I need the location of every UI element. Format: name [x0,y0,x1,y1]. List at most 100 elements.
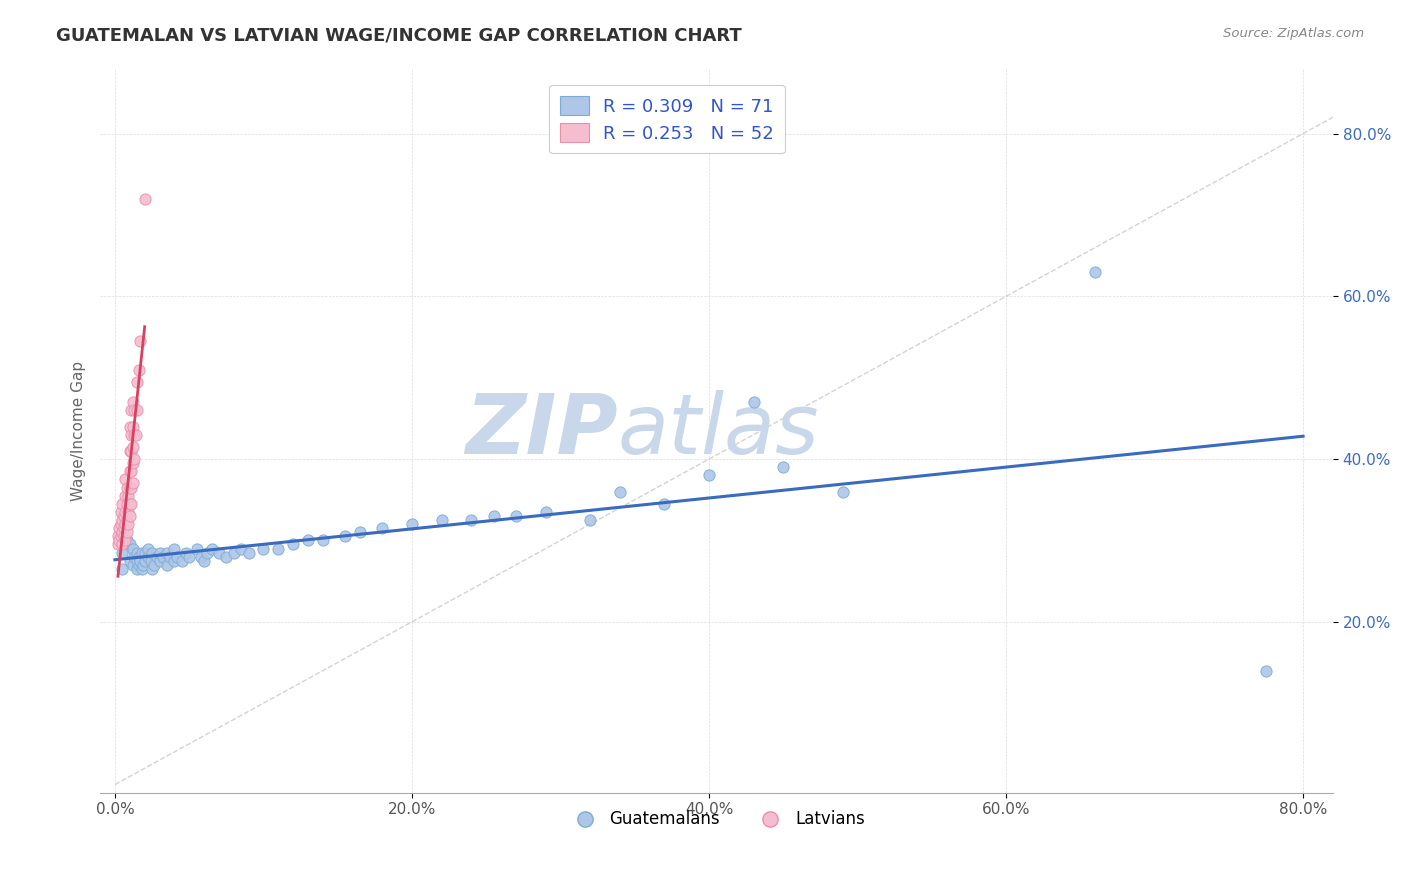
Point [124,549,146,564]
Point [111,525,134,540]
Point [124,403,146,417]
Point [111,562,134,576]
Point [118,537,141,551]
Point [128,549,150,564]
Point [772,460,794,475]
Point [118,419,141,434]
Point [534,505,557,519]
Point [654,497,676,511]
Point [128,558,150,572]
Point [110,529,132,543]
Point [127,375,149,389]
Point [1084,265,1107,279]
Text: ZIP: ZIP [465,390,617,471]
Point [117,517,139,532]
Y-axis label: Wage/Income Gap: Wage/Income Gap [72,360,86,500]
Point [134,192,156,206]
Point [170,554,193,568]
Point [1254,664,1277,678]
Point [152,549,174,564]
Point [195,546,218,560]
Point [118,464,141,478]
Point [231,541,253,556]
Point [129,554,152,568]
Point [120,497,142,511]
Point [134,554,156,568]
Point [120,464,142,478]
Point [121,419,143,434]
Point [136,541,159,556]
Point [111,537,134,551]
Point [118,497,141,511]
Point [174,546,197,560]
Point [124,452,146,467]
Point [118,554,141,568]
Point [110,505,132,519]
Point [112,521,135,535]
Point [111,513,134,527]
Point [142,558,165,572]
Point [107,529,129,543]
Point [200,541,222,556]
Legend: Guatemalans, Latvians: Guatemalans, Latvians [561,804,872,835]
Point [118,481,141,495]
Point [127,403,149,417]
Point [163,554,186,568]
Point [148,546,170,560]
Point [222,546,245,560]
Point [128,362,150,376]
Point [121,476,143,491]
Point [114,533,136,548]
Point [136,549,159,564]
Point [609,484,631,499]
Point [131,546,153,560]
Point [112,529,135,543]
Point [108,533,131,548]
Point [371,521,394,535]
Point [208,546,231,560]
Point [115,513,138,527]
Point [114,517,136,532]
Point [115,481,138,495]
Point [121,541,143,556]
Point [112,508,135,523]
Point [401,517,423,532]
Point [114,505,136,519]
Point [349,525,371,540]
Point [111,546,134,560]
Point [129,334,152,348]
Point [139,554,162,568]
Point [238,546,260,560]
Point [156,546,179,560]
Point [283,537,305,551]
Point [117,505,139,519]
Point [124,427,146,442]
Point [297,533,319,548]
Point [120,403,142,417]
Point [114,489,136,503]
Point [114,472,136,486]
Point [115,525,138,540]
Point [125,427,148,442]
Point [107,537,129,551]
Point [127,562,149,576]
Point [115,497,138,511]
Point [117,489,139,503]
Point [127,554,149,568]
Point [742,395,765,409]
Point [312,533,335,548]
Point [141,546,163,560]
Point [120,444,142,458]
Point [120,427,142,442]
Point [108,521,131,535]
Point [193,554,215,568]
Point [118,444,141,458]
Point [141,562,163,576]
Point [460,513,482,527]
Point [110,517,132,532]
Point [127,546,149,560]
Point [335,529,357,543]
Text: Source: ZipAtlas.com: Source: ZipAtlas.com [1223,27,1364,40]
Point [505,508,527,523]
Point [111,497,134,511]
